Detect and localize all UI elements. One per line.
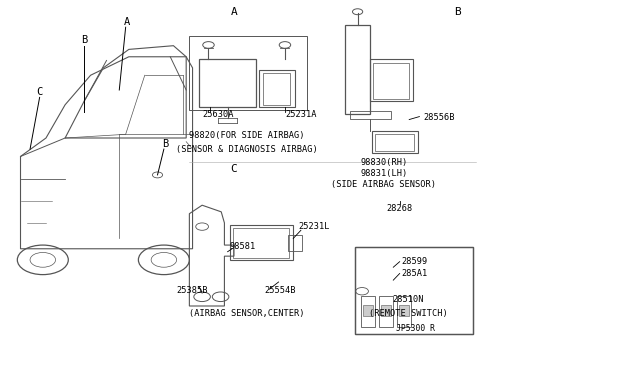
Text: 28268: 28268 bbox=[387, 203, 413, 213]
Bar bbox=[372, 131, 418, 153]
Text: C: C bbox=[230, 164, 237, 174]
Text: A: A bbox=[230, 7, 237, 17]
Bar bbox=[381, 305, 391, 316]
Bar bbox=[376, 134, 413, 151]
Bar bbox=[355, 247, 473, 334]
Bar bbox=[399, 305, 408, 316]
Text: A: A bbox=[124, 17, 130, 27]
Circle shape bbox=[152, 172, 163, 178]
Bar bbox=[350, 112, 392, 119]
Text: (SENSOR & DIAGNOSIS AIRBAG): (SENSOR & DIAGNOSIS AIRBAG) bbox=[176, 145, 317, 154]
Bar bbox=[397, 296, 411, 327]
Text: JP5300 R: JP5300 R bbox=[396, 324, 435, 333]
Bar bbox=[288, 235, 302, 251]
Bar bbox=[262, 73, 290, 105]
Bar bbox=[380, 296, 394, 327]
Text: (AIRBAG SENSOR,CENTER): (AIRBAG SENSOR,CENTER) bbox=[189, 309, 305, 318]
Bar bbox=[199, 59, 256, 107]
Bar bbox=[346, 25, 370, 114]
Text: 28556B: 28556B bbox=[423, 113, 455, 122]
Text: 25554B: 25554B bbox=[265, 286, 296, 295]
Text: 28510N: 28510N bbox=[392, 295, 424, 304]
Text: 285A1: 285A1 bbox=[401, 269, 428, 278]
Text: 25231L: 25231L bbox=[298, 222, 330, 231]
Bar bbox=[373, 62, 409, 99]
Text: 25231A: 25231A bbox=[285, 109, 316, 119]
Text: B: B bbox=[454, 7, 460, 17]
Text: B: B bbox=[81, 35, 87, 45]
Bar bbox=[259, 70, 294, 107]
Bar bbox=[233, 228, 289, 258]
Bar bbox=[189, 36, 307, 110]
Text: 25630A: 25630A bbox=[202, 109, 234, 119]
Bar bbox=[355, 247, 473, 334]
Bar bbox=[362, 296, 376, 327]
Text: 28599: 28599 bbox=[401, 257, 428, 266]
Text: 98830(RH): 98830(RH) bbox=[360, 157, 407, 167]
Text: B: B bbox=[162, 138, 168, 148]
Text: 25385B: 25385B bbox=[177, 286, 208, 295]
Text: 98831(LH): 98831(LH) bbox=[360, 169, 407, 177]
Text: C: C bbox=[36, 87, 43, 97]
Text: 98581: 98581 bbox=[229, 243, 255, 251]
Bar bbox=[230, 225, 293, 260]
Text: 98820(FOR SIDE AIRBAG): 98820(FOR SIDE AIRBAG) bbox=[189, 131, 305, 140]
Text: (REMOTE SWITCH): (REMOTE SWITCH) bbox=[369, 309, 447, 318]
Text: (SIDE AIRBAG SENSOR): (SIDE AIRBAG SENSOR) bbox=[332, 180, 436, 189]
Bar bbox=[364, 305, 373, 316]
Bar bbox=[370, 59, 413, 101]
